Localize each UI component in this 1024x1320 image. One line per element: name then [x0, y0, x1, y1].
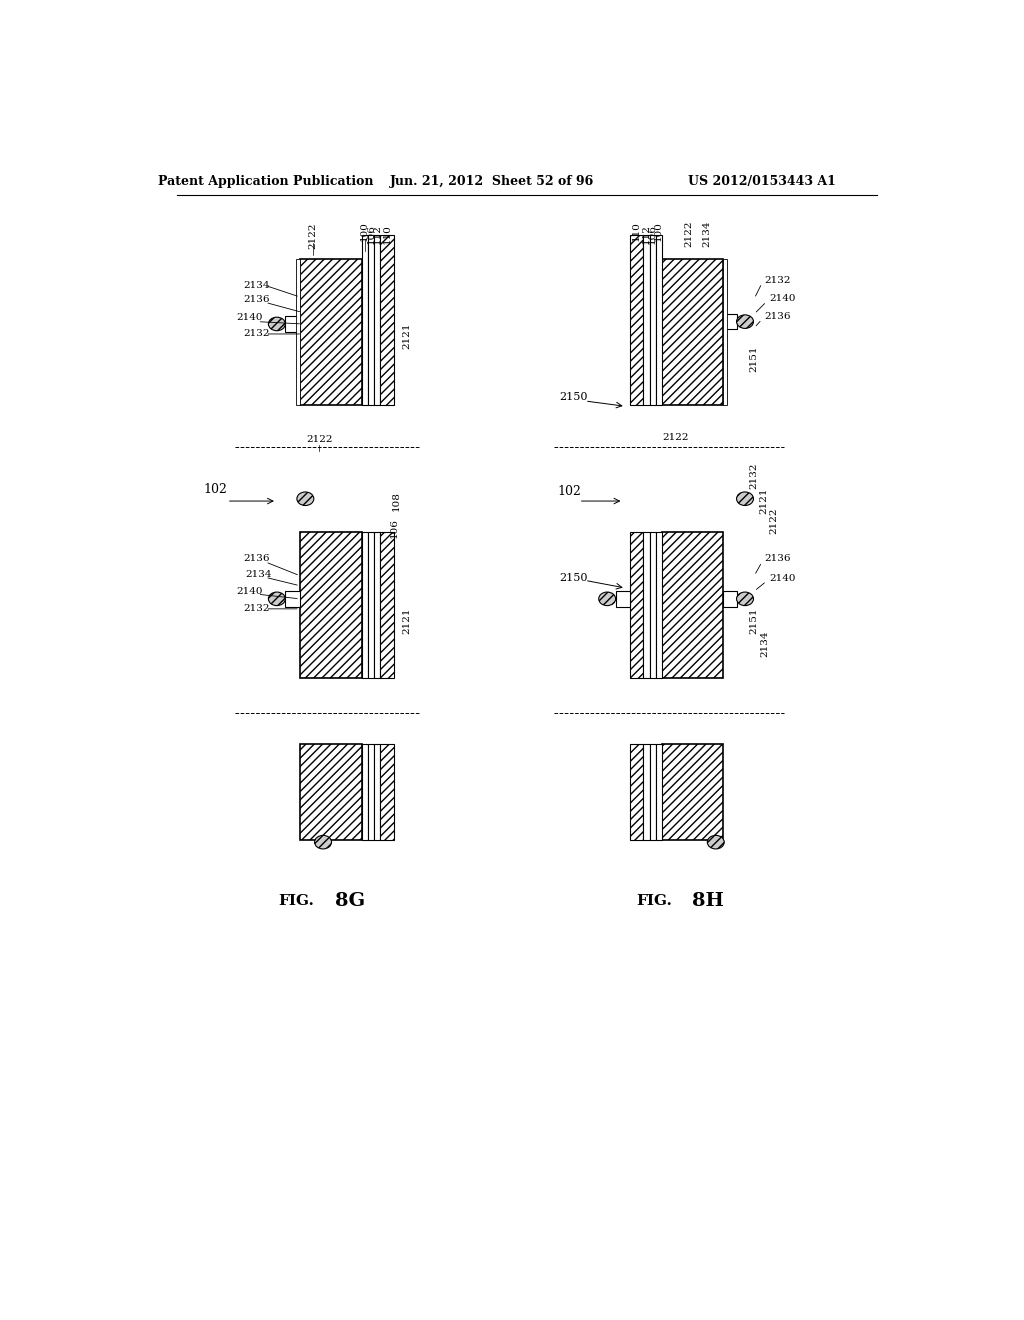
Text: 106: 106	[648, 224, 657, 244]
Bar	[724, 259, 727, 405]
Text: 2140: 2140	[237, 313, 262, 322]
Bar	[655, 532, 662, 678]
Text: 2121: 2121	[759, 488, 768, 515]
Bar	[630, 743, 643, 840]
Bar	[643, 743, 649, 840]
Text: 100: 100	[360, 222, 369, 242]
Text: US 2012/0153443 A1: US 2012/0153443 A1	[688, 176, 836, 187]
Text: 2122: 2122	[306, 436, 333, 444]
Bar	[300, 259, 361, 405]
Text: 2121: 2121	[402, 322, 412, 348]
Text: 2151: 2151	[750, 607, 759, 634]
Text: 110: 110	[383, 224, 391, 244]
Text: 2140: 2140	[237, 586, 262, 595]
Ellipse shape	[736, 492, 754, 506]
Bar	[649, 532, 655, 678]
Text: 2134: 2134	[246, 570, 271, 578]
Ellipse shape	[736, 593, 754, 606]
Bar	[368, 743, 374, 840]
Text: Jun. 21, 2012  Sheet 52 of 96: Jun. 21, 2012 Sheet 52 of 96	[390, 176, 595, 187]
Text: 102: 102	[557, 486, 582, 499]
Bar	[662, 259, 724, 405]
Bar	[374, 743, 380, 840]
Ellipse shape	[314, 836, 332, 849]
Text: FIG.: FIG.	[636, 895, 672, 908]
Bar	[368, 235, 374, 405]
Text: 2136: 2136	[244, 294, 270, 304]
Bar	[361, 743, 368, 840]
Bar	[649, 235, 655, 405]
Text: 2140: 2140	[770, 574, 797, 582]
Text: Patent Application Publication: Patent Application Publication	[158, 176, 373, 187]
Text: 2121: 2121	[402, 607, 412, 634]
Ellipse shape	[736, 315, 754, 329]
Bar	[630, 532, 643, 678]
Text: 2134: 2134	[702, 220, 711, 247]
Text: 2150: 2150	[559, 392, 588, 403]
Bar	[655, 743, 662, 840]
Bar	[643, 532, 649, 678]
Bar	[368, 532, 374, 678]
Bar	[380, 235, 394, 405]
Text: 106: 106	[367, 224, 376, 244]
Bar	[285, 317, 300, 331]
Bar	[662, 743, 724, 840]
Bar	[662, 532, 724, 678]
Text: 106: 106	[390, 517, 399, 539]
Bar	[380, 743, 394, 840]
Bar	[361, 532, 368, 678]
Text: 8H: 8H	[692, 892, 724, 911]
Text: 100: 100	[654, 222, 664, 242]
Bar	[649, 743, 655, 840]
Text: 2150: 2150	[559, 573, 588, 583]
Text: 108: 108	[392, 491, 400, 511]
Text: 8G: 8G	[335, 892, 366, 911]
Bar	[300, 743, 361, 840]
Bar	[285, 591, 300, 607]
Text: 2122: 2122	[770, 507, 779, 533]
Bar	[724, 314, 737, 330]
Text: 2140: 2140	[770, 294, 797, 304]
Text: 2136: 2136	[764, 554, 791, 564]
Text: 102: 102	[204, 483, 227, 496]
Text: 2132: 2132	[244, 330, 270, 338]
Text: 2122: 2122	[684, 220, 693, 247]
Text: 2136: 2136	[244, 554, 270, 564]
Bar	[630, 235, 643, 405]
Bar	[655, 235, 662, 405]
Text: 2122: 2122	[663, 433, 689, 442]
Text: 2122: 2122	[308, 222, 317, 248]
Text: 110: 110	[632, 222, 641, 242]
Text: FIG.: FIG.	[279, 895, 314, 908]
Text: 112: 112	[642, 224, 651, 244]
Ellipse shape	[599, 593, 615, 606]
Text: 2151: 2151	[750, 346, 759, 372]
Bar	[374, 235, 380, 405]
Bar	[724, 591, 737, 607]
Bar	[296, 259, 300, 405]
Bar	[374, 532, 380, 678]
Ellipse shape	[708, 836, 724, 849]
Text: 2136: 2136	[764, 312, 791, 321]
Bar	[615, 591, 630, 607]
Text: 2132: 2132	[764, 276, 791, 285]
Ellipse shape	[268, 317, 286, 331]
Ellipse shape	[297, 492, 313, 506]
Text: 112: 112	[373, 224, 382, 244]
Bar	[643, 235, 649, 405]
Text: 2134: 2134	[761, 630, 770, 657]
Bar	[361, 235, 368, 405]
Text: 2132: 2132	[750, 462, 759, 488]
Ellipse shape	[268, 593, 286, 606]
Text: 2132: 2132	[244, 605, 270, 614]
Bar	[300, 532, 361, 678]
Bar	[380, 532, 394, 678]
Text: 2134: 2134	[244, 281, 270, 290]
